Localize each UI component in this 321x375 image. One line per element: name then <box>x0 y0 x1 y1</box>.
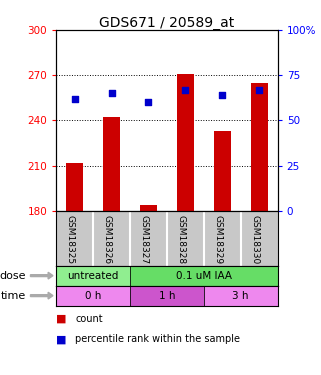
Bar <box>103 117 120 211</box>
Text: count: count <box>75 314 103 324</box>
Title: GDS671 / 20589_at: GDS671 / 20589_at <box>99 16 235 30</box>
Text: GSM18328: GSM18328 <box>176 215 186 264</box>
Point <box>220 92 225 98</box>
Bar <box>66 163 83 211</box>
Text: untreated: untreated <box>67 271 119 280</box>
Text: GSM18325: GSM18325 <box>65 215 74 264</box>
Point <box>183 87 188 93</box>
Text: GSM18327: GSM18327 <box>139 215 148 264</box>
Text: GSM18326: GSM18326 <box>102 215 111 264</box>
Bar <box>140 205 157 211</box>
Text: dose: dose <box>0 271 26 280</box>
Point <box>72 96 77 102</box>
Text: ■: ■ <box>56 314 67 324</box>
Bar <box>251 83 267 211</box>
Point <box>109 90 114 96</box>
Bar <box>204 286 278 306</box>
Text: GSM18329: GSM18329 <box>213 215 222 264</box>
Bar <box>214 131 230 211</box>
Point <box>146 99 151 105</box>
Text: 0 h: 0 h <box>85 291 101 301</box>
Text: percentile rank within the sample: percentile rank within the sample <box>75 334 240 344</box>
Bar <box>177 74 194 211</box>
Bar <box>56 286 130 306</box>
Text: 3 h: 3 h <box>232 291 249 301</box>
Bar <box>130 266 278 286</box>
Bar <box>56 266 130 286</box>
Bar <box>130 286 204 306</box>
Point <box>256 87 262 93</box>
Text: 0.1 uM IAA: 0.1 uM IAA <box>176 271 232 280</box>
Text: 1 h: 1 h <box>159 291 175 301</box>
Text: ■: ■ <box>56 334 67 344</box>
Text: GSM18330: GSM18330 <box>250 215 259 264</box>
Text: time: time <box>0 291 26 301</box>
